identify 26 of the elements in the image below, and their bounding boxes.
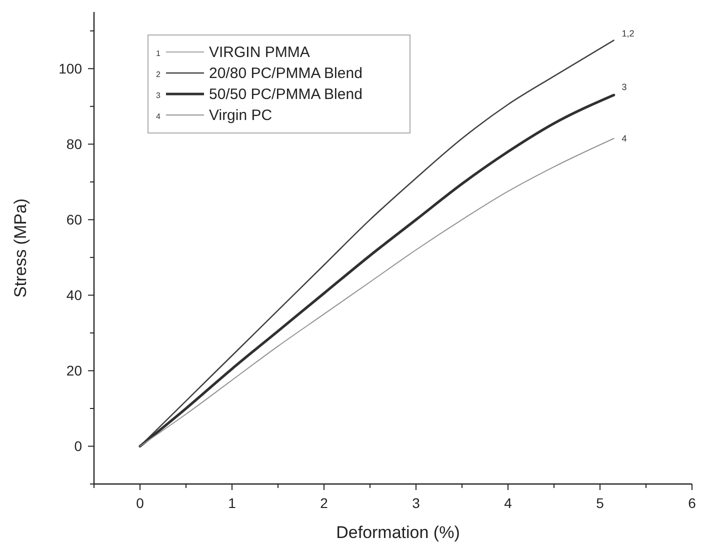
y-tick-label: 60 bbox=[66, 212, 82, 228]
annotation: 4 bbox=[622, 133, 627, 144]
legend-label: 50/50 PC/PMMA Blend bbox=[209, 86, 362, 103]
annotation: 3 bbox=[622, 82, 627, 92]
legend-label: Virgin PC bbox=[209, 107, 272, 124]
y-axis-title: Stress (MPa) bbox=[11, 198, 30, 298]
annotation: 2 bbox=[156, 70, 161, 79]
x-tick-label: 3 bbox=[412, 495, 420, 511]
x-axis-title: Deformation (%) bbox=[336, 523, 460, 542]
annotation: 1 bbox=[156, 49, 161, 58]
y-tick-label: 80 bbox=[66, 136, 82, 152]
annotation: 3 bbox=[156, 91, 161, 100]
x-tick-label: 0 bbox=[136, 495, 144, 511]
y-tick-label: 20 bbox=[66, 362, 82, 379]
x-tick-label: 6 bbox=[688, 495, 696, 511]
y-tick-label: 0 bbox=[74, 438, 82, 454]
annotation: 4 bbox=[156, 112, 161, 121]
x-tick-label: 2 bbox=[320, 495, 328, 511]
x-tick-label: 4 bbox=[504, 495, 512, 511]
x-tick-label: 1 bbox=[228, 495, 236, 511]
y-tick-label: 40 bbox=[66, 287, 82, 304]
legend-label: 20/80 PC/PMMA Blend bbox=[209, 65, 362, 82]
legend-label: VIRGIN PMMA bbox=[209, 44, 310, 61]
annotation: 1,2 bbox=[622, 28, 634, 38]
x-tick-label: 5 bbox=[596, 495, 604, 511]
y-tick-label: 100 bbox=[58, 60, 82, 77]
